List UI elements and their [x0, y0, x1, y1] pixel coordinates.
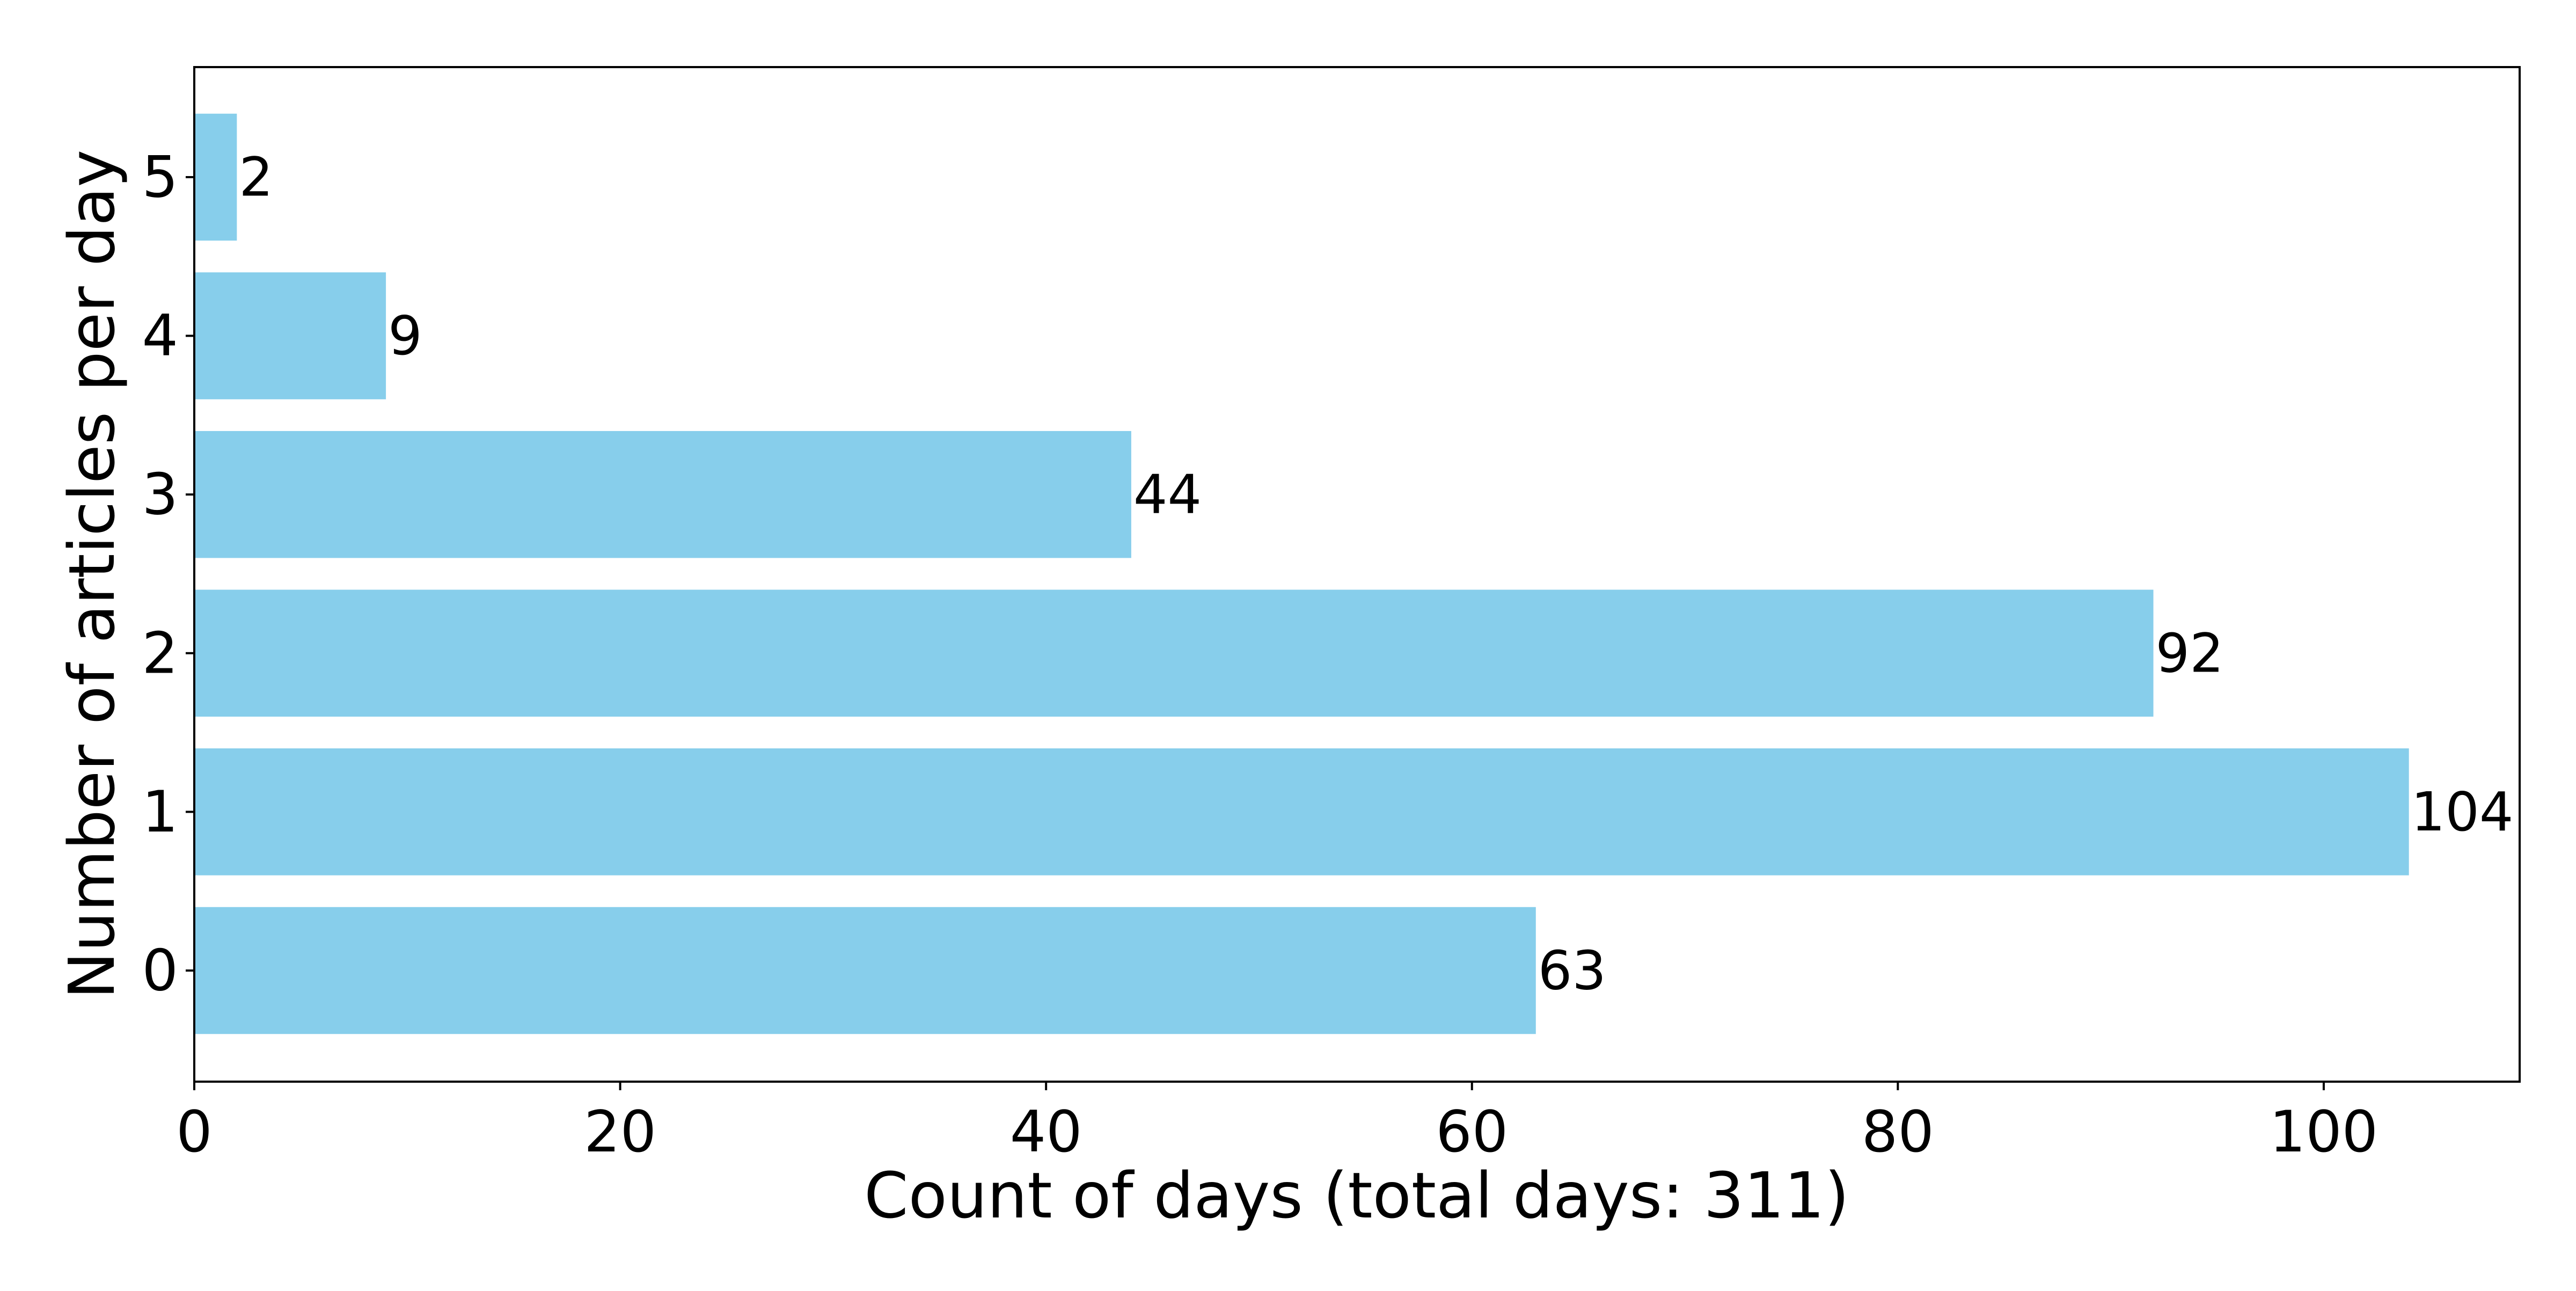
y-tick-label-5: 5 [142, 144, 178, 210]
x-tick-label-60: 60 [1436, 1099, 1508, 1165]
data-label-3: 44 [1133, 463, 1202, 526]
plot-frame [193, 66, 2521, 1083]
y-tick-label-4: 4 [142, 303, 178, 369]
data-label-2: 92 [2156, 622, 2224, 684]
bar-5 [194, 113, 237, 241]
data-label-5: 2 [239, 146, 273, 209]
x-tick-label-80: 80 [1862, 1099, 1934, 1165]
x-tick-label-0: 0 [176, 1099, 212, 1165]
y-axis: 0 1 2 3 4 5 [142, 144, 194, 1004]
x-tick-label-20: 20 [584, 1099, 656, 1165]
x-axis-label: Count of days (total days: 311) [864, 1158, 1849, 1232]
x-axis: 0 20 40 60 80 100 [176, 1082, 2378, 1165]
bar-2 [194, 589, 2154, 717]
x-tick-label-40: 40 [1010, 1099, 1082, 1165]
y-axis-label: Number of articles per day [55, 150, 129, 999]
bar-0 [194, 907, 1536, 1034]
y-tick-label-1: 1 [142, 779, 178, 845]
data-label-0: 63 [1538, 939, 1606, 1002]
data-label-1: 104 [2411, 781, 2514, 843]
y-tick-label-2: 2 [142, 620, 178, 686]
data-label-4: 9 [388, 304, 422, 367]
bar-1 [194, 748, 2409, 876]
bars-layer [194, 113, 2409, 1034]
x-tick-label-100: 100 [2270, 1099, 2378, 1165]
y-tick-label-0: 0 [142, 938, 178, 1004]
bar-4 [194, 272, 386, 399]
bar-3 [194, 431, 1131, 558]
y-tick-label-3: 3 [142, 462, 178, 528]
